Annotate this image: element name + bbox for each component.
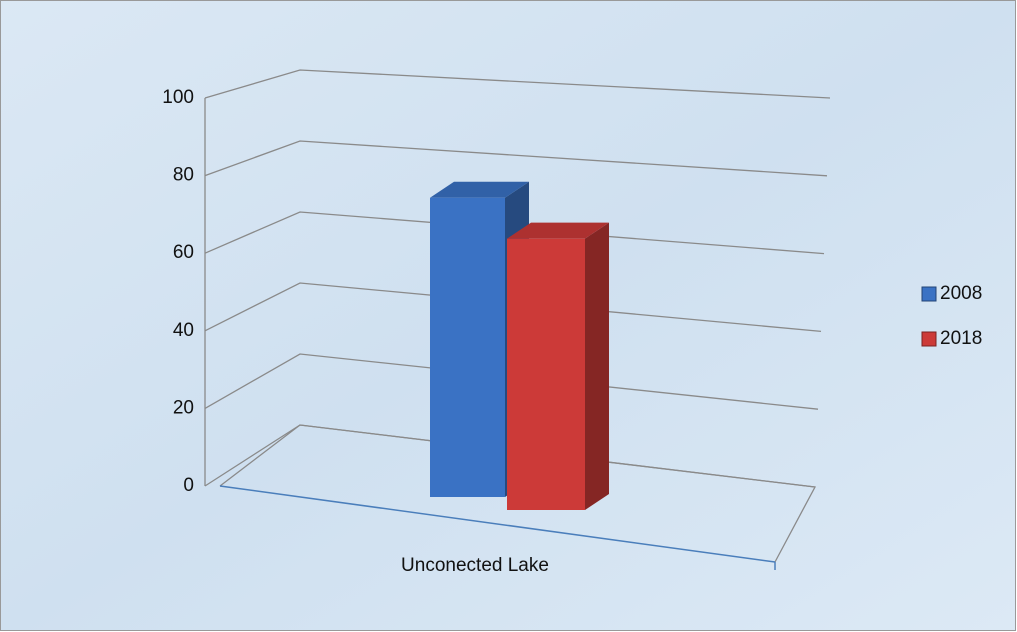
bar-top <box>430 181 529 198</box>
y-tick-label: 40 <box>173 320 194 341</box>
y-tick-label: 100 <box>162 87 194 108</box>
y-tick-label: 0 <box>183 475 194 496</box>
y-tick-label: 60 <box>173 242 194 263</box>
grid-line <box>204 282 822 333</box>
legend-swatch <box>921 286 937 302</box>
bar-top <box>507 222 609 239</box>
y-tick-label: 20 <box>173 397 194 418</box>
legend-label: 2008 <box>940 283 982 304</box>
legend-swatch <box>921 331 937 347</box>
bar <box>430 197 505 497</box>
legend-label: 2018 <box>940 328 982 349</box>
x-axis <box>219 485 776 563</box>
grid-line <box>204 140 828 177</box>
grid-line <box>204 353 819 410</box>
bar-side <box>585 222 609 510</box>
bar <box>507 238 585 510</box>
y-tick-label: 80 <box>173 165 194 186</box>
x-tick-label: Unconected Lake <box>401 555 549 576</box>
grid-line <box>204 69 831 99</box>
grid-line <box>204 211 825 255</box>
